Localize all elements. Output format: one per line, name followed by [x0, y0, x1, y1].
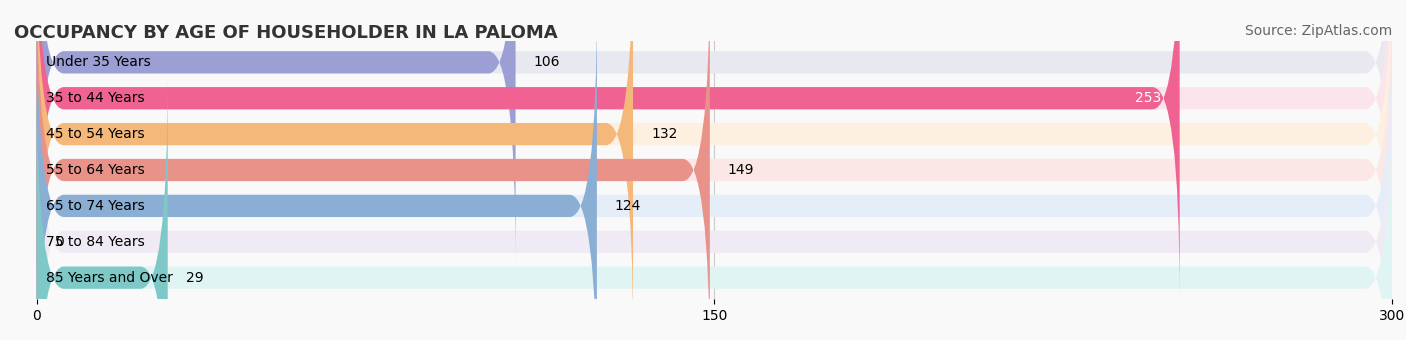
FancyBboxPatch shape [37, 73, 1392, 340]
Text: Under 35 Years: Under 35 Years [45, 55, 150, 69]
FancyBboxPatch shape [37, 73, 167, 340]
Text: 75 to 84 Years: 75 to 84 Years [45, 235, 145, 249]
FancyBboxPatch shape [37, 0, 1392, 340]
Text: 149: 149 [728, 163, 755, 177]
FancyBboxPatch shape [37, 0, 710, 340]
Text: 0: 0 [55, 235, 63, 249]
FancyBboxPatch shape [37, 2, 598, 340]
Text: Source: ZipAtlas.com: Source: ZipAtlas.com [1244, 24, 1392, 38]
Text: OCCUPANCY BY AGE OF HOUSEHOLDER IN LA PALOMA: OCCUPANCY BY AGE OF HOUSEHOLDER IN LA PA… [14, 24, 558, 42]
Text: 55 to 64 Years: 55 to 64 Years [45, 163, 145, 177]
FancyBboxPatch shape [37, 2, 1392, 340]
Text: 45 to 54 Years: 45 to 54 Years [45, 127, 145, 141]
Text: 132: 132 [651, 127, 678, 141]
Text: 85 Years and Over: 85 Years and Over [45, 271, 173, 285]
Text: 35 to 44 Years: 35 to 44 Years [45, 91, 145, 105]
FancyBboxPatch shape [37, 0, 1392, 267]
FancyBboxPatch shape [37, 0, 1180, 303]
FancyBboxPatch shape [37, 0, 1392, 303]
FancyBboxPatch shape [37, 0, 516, 267]
FancyBboxPatch shape [37, 38, 1392, 340]
FancyBboxPatch shape [37, 0, 1392, 338]
Text: 124: 124 [614, 199, 641, 213]
Text: 106: 106 [534, 55, 560, 69]
Text: 29: 29 [186, 271, 204, 285]
FancyBboxPatch shape [37, 0, 633, 338]
Text: 253: 253 [1135, 91, 1161, 105]
Text: 65 to 74 Years: 65 to 74 Years [45, 199, 145, 213]
